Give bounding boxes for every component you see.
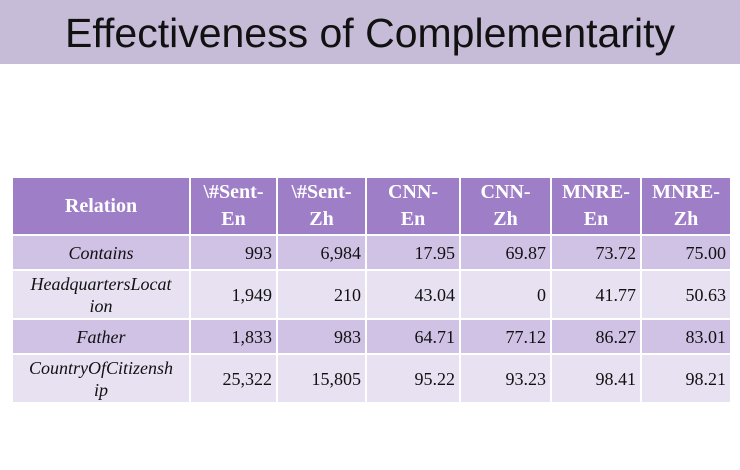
relation-text: HeadquartersLocat	[30, 273, 172, 294]
value-cell: 50.63	[642, 271, 730, 318]
value-cell: 17.95	[367, 236, 459, 269]
header-line: MNRE-	[652, 181, 720, 203]
header-line: \#Sent-	[203, 181, 264, 203]
value-cell: 77.12	[461, 320, 550, 353]
table-row: HeadquartersLocat ion 1,949 210 43.04 0 4…	[13, 271, 730, 318]
relation-text: CountryOfCitizensh	[28, 357, 173, 378]
value-cell: 93.23	[461, 355, 550, 402]
value-cell: 83.01	[642, 320, 730, 353]
header-line: CNN-	[388, 181, 438, 203]
relation-text: Contains	[68, 242, 134, 263]
relation-cell: Contains	[13, 236, 189, 269]
value-cell: 1,833	[191, 320, 276, 353]
header-relation: Relation	[13, 178, 189, 234]
value-cell: 69.87	[461, 236, 550, 269]
value-cell: 95.22	[367, 355, 459, 402]
table-row: CountryOfCitizensh ip 25,322 15,805 95.22…	[13, 355, 730, 402]
header-line: Zh	[673, 208, 699, 230]
relation-table: Relation \#Sent- En \#Sent- Zh CNN- En C…	[11, 176, 732, 404]
relation-text: Father	[76, 326, 126, 347]
header-line: Zh	[309, 208, 334, 230]
value-cell: 6,984	[278, 236, 365, 269]
relation-cell: CountryOfCitizensh ip	[13, 355, 189, 402]
value-cell: 0	[461, 271, 550, 318]
value-cell: 25,322	[191, 355, 276, 402]
header-line: MNRE-	[562, 181, 630, 203]
header-relation-text: Relation	[64, 194, 138, 217]
value-cell: 75.00	[642, 236, 730, 269]
header-sent-en: \#Sent- En	[191, 178, 276, 234]
table-row: Father 1,833 983 64.71 77.12 86.27 83.01	[13, 320, 730, 353]
header-cnn-zh: CNN- Zh	[461, 178, 550, 234]
value-cell: 41.77	[552, 271, 640, 318]
value-cell: 1,949	[191, 271, 276, 318]
value-cell: 64.71	[367, 320, 459, 353]
header-mnre-zh: MNRE- Zh	[642, 178, 730, 234]
value-cell: 86.27	[552, 320, 640, 353]
value-cell: 98.41	[552, 355, 640, 402]
relation-text: ip	[93, 379, 108, 400]
header-line: Zh	[493, 208, 518, 230]
value-cell: 43.04	[367, 271, 459, 318]
value-cell: 73.72	[552, 236, 640, 269]
header-line: CNN-	[480, 181, 531, 203]
slide-title: Effectiveness of Complementarity	[65, 10, 675, 56]
header-cnn-en: CNN- En	[367, 178, 459, 234]
header-line: En	[400, 208, 426, 230]
header-row: Relation \#Sent- En \#Sent- Zh CNN- En C…	[13, 178, 730, 234]
table-row: Contains 993 6,984 17.95 69.87 73.72 75.…	[13, 236, 730, 269]
relation-text: ion	[89, 295, 113, 316]
value-cell: 993	[191, 236, 276, 269]
relation-cell: Father	[13, 320, 189, 353]
header-mnre-en: MNRE- En	[552, 178, 640, 234]
value-cell: 98.21	[642, 355, 730, 402]
header-line: En	[583, 208, 609, 230]
relation-cell: HeadquartersLocat ion	[13, 271, 189, 318]
header-sent-zh: \#Sent- Zh	[278, 178, 365, 234]
value-cell: 15,805	[278, 355, 365, 402]
header-line: \#Sent-	[291, 181, 352, 203]
value-cell: 210	[278, 271, 365, 318]
header-line: En	[221, 208, 246, 230]
title-band	[0, 0, 740, 64]
value-cell: 983	[278, 320, 365, 353]
